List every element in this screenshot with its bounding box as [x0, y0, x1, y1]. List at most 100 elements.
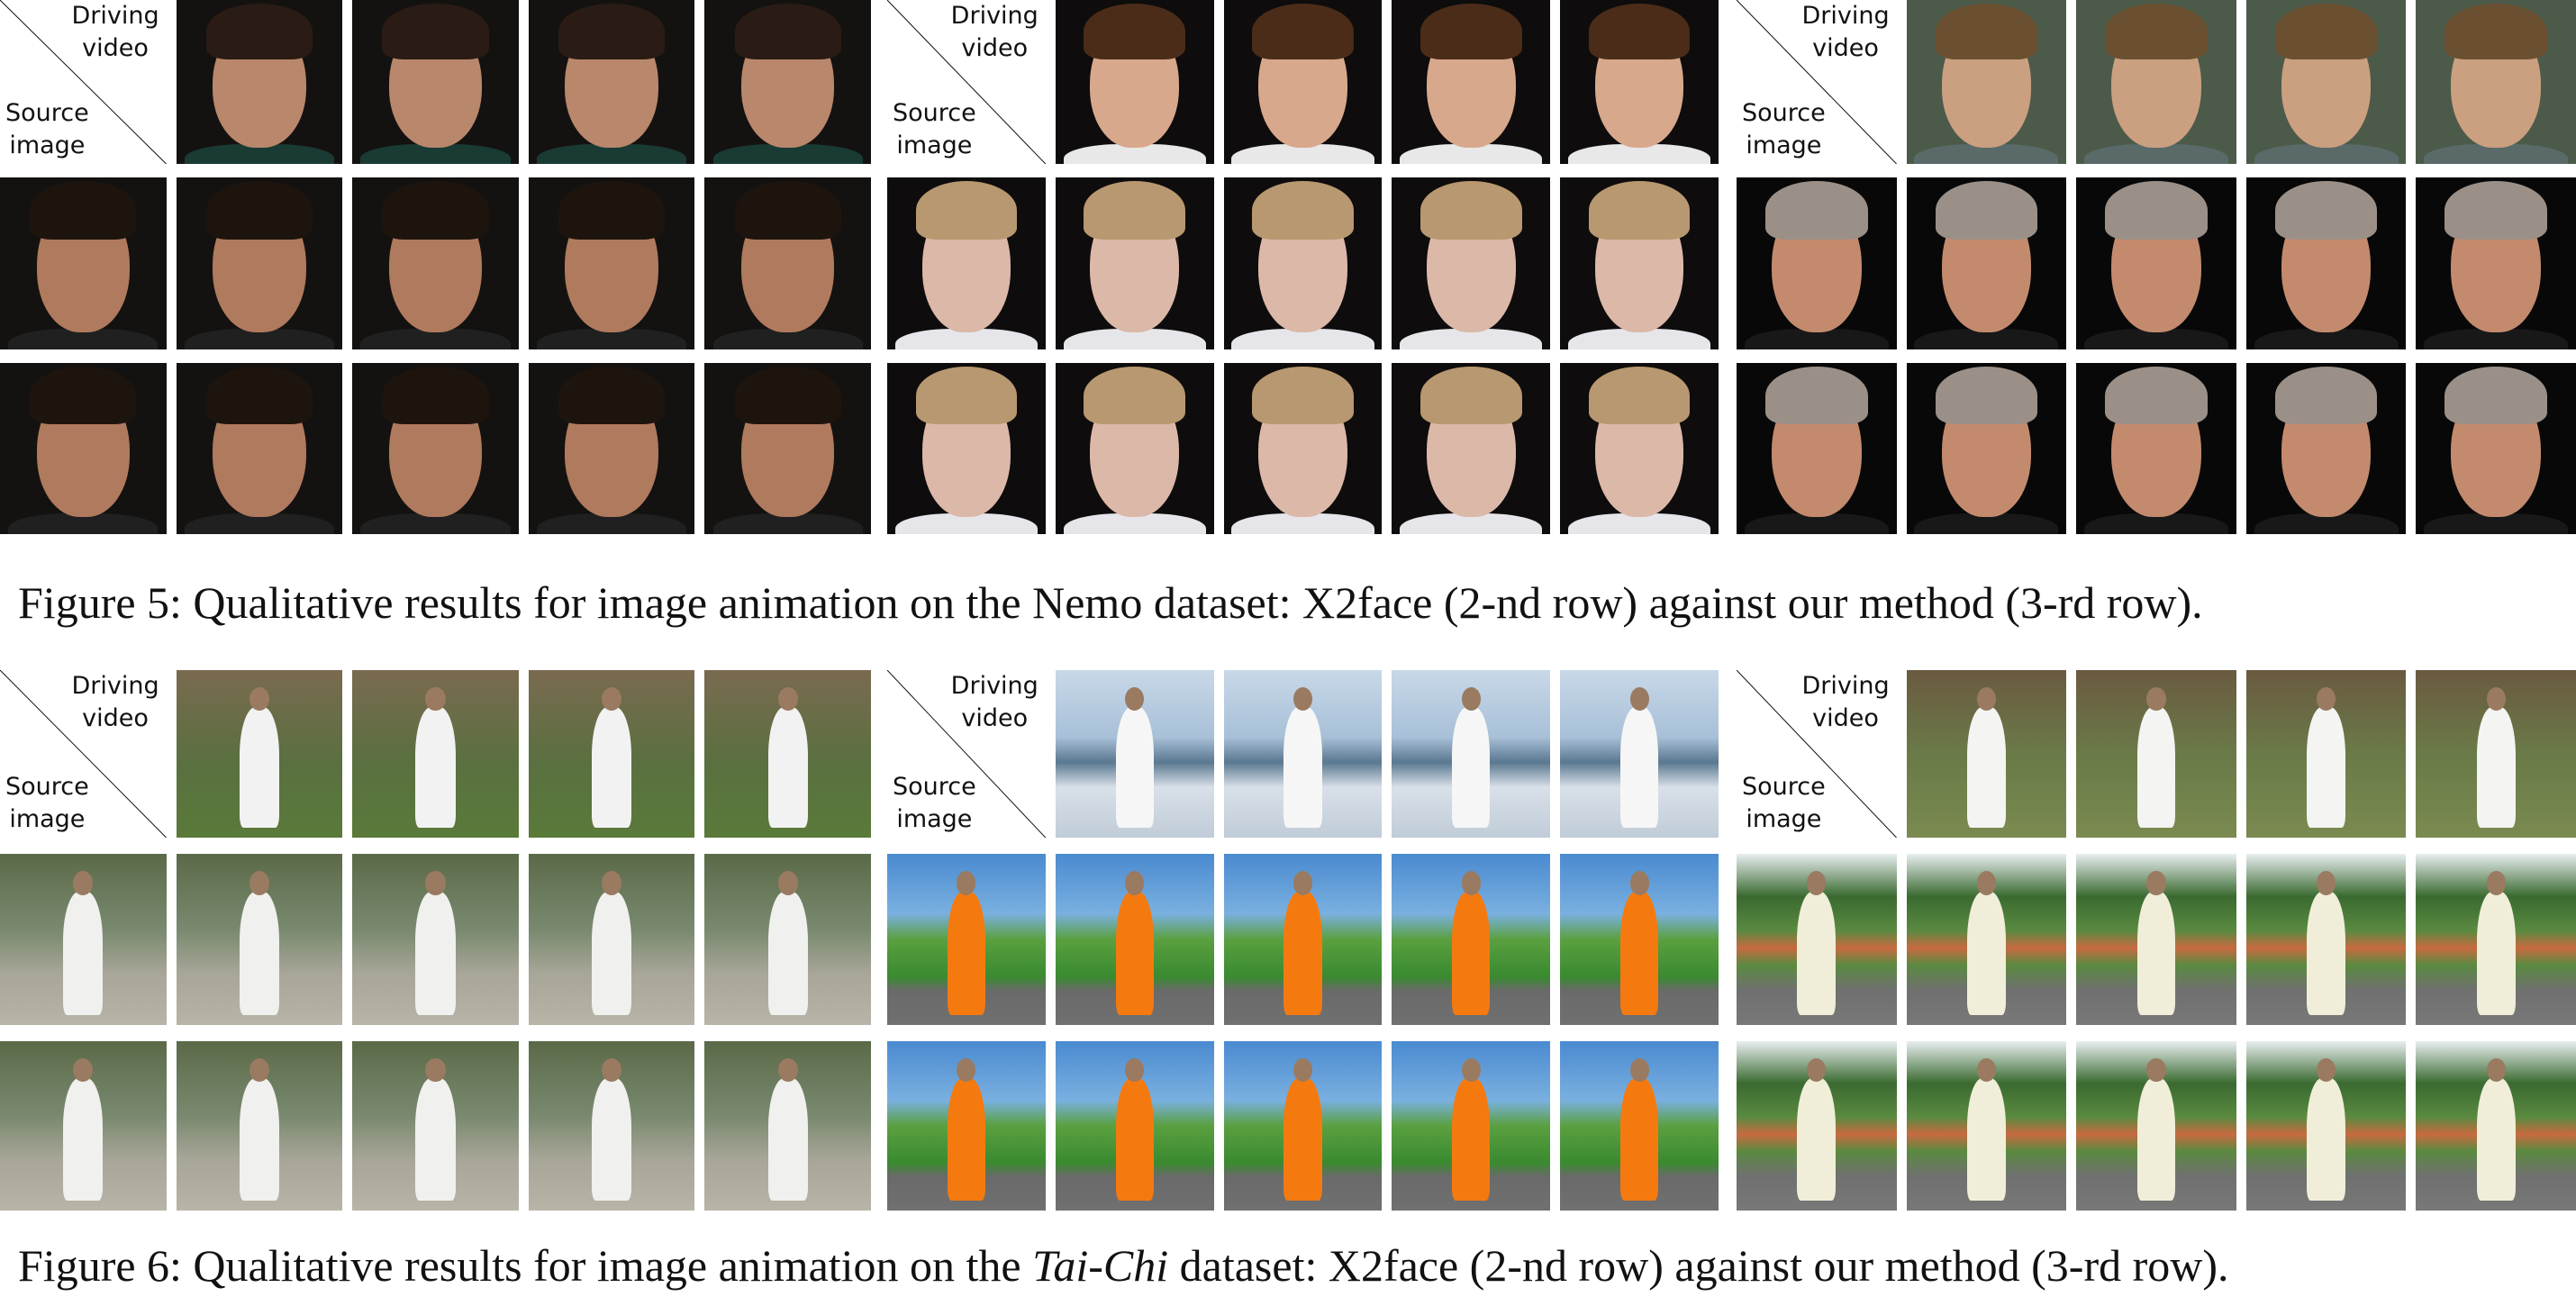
hair [205, 3, 313, 59]
head [2146, 871, 2166, 895]
shoulders [360, 513, 511, 534]
head [957, 871, 976, 895]
driving-frame [1392, 0, 1551, 164]
person [1619, 706, 1659, 828]
driving-source-label: Driving video Source image [1737, 0, 1897, 164]
hair [2105, 366, 2208, 425]
x2face-frame [528, 854, 695, 1025]
person [1797, 891, 1837, 1015]
head [602, 1057, 622, 1083]
ours-frame [1906, 363, 2067, 534]
person [2476, 1078, 2516, 1201]
driving-frame [1223, 0, 1383, 164]
driving-frame [1055, 670, 1214, 838]
person [2136, 891, 2176, 1015]
head [425, 871, 446, 895]
head [1125, 871, 1145, 895]
shoulders [712, 329, 863, 349]
taichi-panel: Driving video Source image [0, 670, 871, 1211]
ours-frame [1392, 363, 1551, 534]
ours-frame [528, 363, 695, 534]
person [1115, 891, 1154, 1015]
ours-frame [0, 363, 167, 534]
person [1797, 1078, 1837, 1201]
driving-frame [1560, 670, 1719, 838]
x2face-frame [1392, 177, 1551, 349]
person [947, 891, 985, 1015]
shoulders [1567, 513, 1711, 534]
driving-frame [1223, 670, 1383, 838]
head [602, 871, 622, 895]
ours-frame [1223, 1041, 1383, 1211]
shoulders [537, 144, 687, 164]
hair [2105, 3, 2208, 59]
head [957, 1057, 976, 1083]
x2face-frame [2416, 854, 2576, 1025]
shoulders [2084, 513, 2228, 534]
ours-frame [2245, 1041, 2407, 1211]
ours-frame [352, 363, 519, 534]
hair [1420, 180, 1522, 240]
head [1807, 1057, 1827, 1083]
driving-frame [176, 670, 343, 838]
driving-frame [2245, 670, 2407, 838]
driving-source-label: Driving video Source image [0, 670, 167, 838]
source-image-label: Source image [5, 773, 89, 833]
x2face-frame [176, 854, 343, 1025]
driving-frame [352, 670, 519, 838]
person [2307, 706, 2345, 828]
head [1293, 686, 1313, 711]
head [1293, 871, 1313, 895]
ours-frame [1223, 363, 1383, 534]
x2face-frame [704, 177, 871, 349]
person [1619, 891, 1659, 1015]
shoulders [1400, 144, 1543, 164]
driving-frame [2416, 670, 2576, 838]
person [2476, 891, 2516, 1015]
hair [558, 3, 666, 59]
person [767, 891, 808, 1015]
x2face-frame [2245, 854, 2407, 1025]
ours-frame [2076, 363, 2236, 534]
shoulders [2424, 329, 2569, 349]
person [1283, 891, 1322, 1015]
person [415, 706, 456, 828]
head [602, 686, 622, 711]
x2face-frame [2076, 177, 2236, 349]
x2face-frame [1055, 854, 1214, 1025]
x2face-frame [1906, 854, 2067, 1025]
head [1629, 871, 1649, 895]
hair [1588, 180, 1691, 240]
source-image-label: Source image [1742, 99, 1826, 159]
head [1461, 871, 1481, 895]
x2face-frame [0, 854, 167, 1025]
nemo-panel: Driving video Source image [0, 0, 871, 534]
x2face-frame [528, 177, 695, 349]
shoulders [1231, 329, 1374, 349]
ours-frame [1392, 1041, 1551, 1211]
x2face-frame [704, 854, 871, 1025]
shoulders [1063, 513, 1206, 534]
shoulders [537, 329, 687, 349]
shoulders [2084, 144, 2228, 164]
shoulders [1063, 329, 1206, 349]
diagonal-divider [1737, 0, 1897, 164]
driving-frame [704, 0, 871, 164]
x2face-frame [1392, 854, 1551, 1025]
hair [382, 3, 489, 59]
head [777, 1057, 798, 1083]
person [1115, 1078, 1154, 1201]
ours-frame [352, 1041, 519, 1211]
shoulders [2254, 144, 2399, 164]
hair [1764, 180, 1868, 240]
person [947, 1078, 985, 1201]
ours-frame [528, 1041, 695, 1211]
hair [1252, 180, 1354, 240]
x2face-frame [0, 177, 167, 349]
shoulders [1567, 144, 1711, 164]
x2face-frame [887, 854, 1046, 1025]
hair [1084, 366, 1185, 425]
shoulders [1063, 144, 1206, 164]
shoulders [360, 329, 511, 349]
shoulders [184, 513, 334, 534]
